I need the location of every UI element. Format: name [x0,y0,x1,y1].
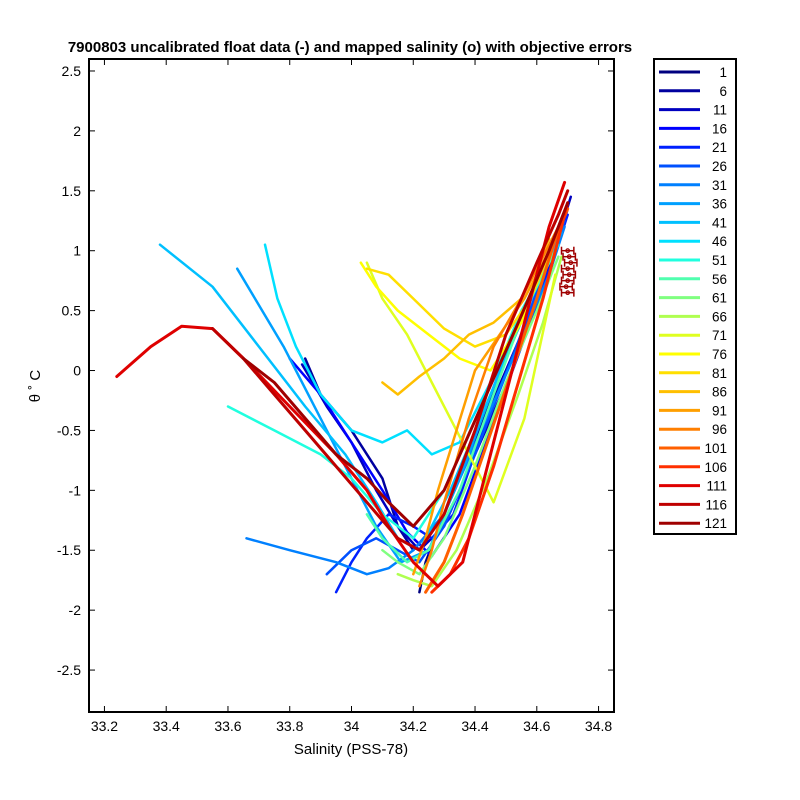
y-axis: 2.5 2 1.5 1 0.5 0 -0.5 -1 -1.5 -2 -2.5 [57,63,614,678]
legend-label: 11 [713,103,727,118]
errorbar-2 [563,258,578,267]
legend-label: 6 [719,84,727,99]
legend-item-121: 121 [659,516,727,531]
legend-item-6: 6 [659,84,727,99]
mapped-salinity-errorbars [559,246,578,297]
y-axis-label: θ ˚ C [27,370,44,403]
legend-label: 26 [712,159,727,174]
series-line-106 [430,201,570,594]
x-tick-label: 33.8 [276,718,303,734]
series-line-66 [396,255,563,588]
legend-item-41: 41 [659,215,727,230]
series-line-101 [424,207,570,594]
x-tick-label: 34.6 [523,718,550,734]
legend-item-111: 111 [659,479,727,494]
y-tick-label: 0 [73,363,81,379]
legend-item-66: 66 [659,309,727,324]
y-tick-label: -1 [69,482,82,498]
legend-label: 1 [719,65,727,80]
series-line-41 [158,237,560,552]
y-tick-label: 0.5 [62,303,82,319]
legend-label: 111 [706,479,727,494]
legend-label: 31 [712,178,727,193]
x-tick-label: 34.4 [461,718,488,734]
errorbar-5 [560,276,575,285]
legend-label: 56 [712,272,727,287]
legend-item-96: 96 [659,422,727,437]
legend-label: 41 [712,215,727,230]
legend-item-91: 91 [659,403,727,418]
legend-label: 61 [712,291,727,306]
y-tick-label: -1.5 [57,542,81,558]
legend-item-81: 81 [659,366,727,381]
legend-label: 46 [712,234,727,249]
legend-label: 51 [712,253,727,268]
legend-label: 116 [705,497,727,512]
legend-item-56: 56 [659,272,727,287]
legend-item-46: 46 [659,234,727,249]
legend-label: 106 [704,460,727,475]
chart-title: 7900803 uncalibrated float data (-) and … [68,39,632,56]
legend-label: 36 [712,197,727,212]
x-tick-label: 34 [344,718,360,734]
y-tick-label: 1 [73,243,81,259]
series-line-71 [365,261,557,504]
errorbar-7 [560,288,575,297]
series-line-61 [381,255,560,576]
errorbar-4 [562,270,577,279]
x-tick-label: 34.8 [585,718,612,734]
legend-item-31: 31 [659,178,727,193]
legend-label: 86 [712,385,727,400]
legend-item-76: 76 [659,347,727,362]
legend-item-1: 1 [659,65,727,80]
legend-label: 81 [712,366,727,381]
x-axis-label: Salinity (PSS-78) [294,741,408,758]
legend-item-36: 36 [659,197,727,212]
legend-label: 21 [712,140,727,155]
legend-item-116: 116 [659,497,727,512]
legend-label: 96 [712,422,727,437]
errorbar-1 [562,252,577,261]
series-line-121 [241,201,570,528]
x-axis: 33.2 33.4 33.6 33.8 34 34.2 34.4 34.6 34.8 [91,59,612,734]
x-tick-label: 33.4 [153,718,180,734]
legend-label: 91 [712,403,727,418]
legend-label: 16 [712,121,727,136]
x-tick-label: 34.2 [400,718,427,734]
legend-item-11: 11 [659,103,727,118]
y-tick-label: 2 [73,123,81,139]
series-line-86 [381,237,551,396]
legend-item-101: 101 [659,441,727,456]
legend-item-86: 86 [659,385,727,400]
y-tick-label: -2 [69,602,82,618]
legend-item-71: 71 [659,328,727,343]
series-line-111 [115,180,567,588]
errorbar-6 [559,282,574,291]
legend-label: 121 [704,516,727,531]
legend-label: 76 [712,347,727,362]
y-tick-label: -2.5 [57,662,81,678]
y-tick-label: 1.5 [62,183,82,199]
legend-label: 66 [712,309,727,324]
legend-item-106: 106 [659,460,727,475]
errorbar-3 [560,264,575,273]
legend-label: 71 [712,328,727,343]
y-tick-label: -0.5 [57,422,81,438]
legend-item-61: 61 [659,291,727,306]
legend: 1611162126313641465156616671768186919610… [653,58,737,535]
legend-item-51: 51 [659,253,727,268]
legend-label: 101 [704,441,727,456]
x-tick-label: 33.2 [91,718,118,734]
series-line-116 [211,189,570,552]
series-layer [115,180,573,594]
x-tick-label: 33.6 [214,718,241,734]
errorbar-0 [560,246,575,255]
legend-item-26: 26 [659,159,727,174]
legend-item-16: 16 [659,121,727,136]
y-tick-label: 2.5 [62,63,82,79]
legend-item-21: 21 [659,140,727,155]
